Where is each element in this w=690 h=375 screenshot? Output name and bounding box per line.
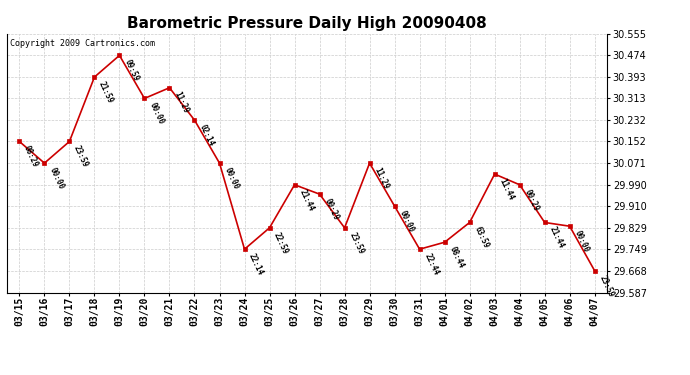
Text: 22:59: 22:59 [273,231,290,255]
Text: 08:29: 08:29 [22,144,40,169]
Text: 00:00: 00:00 [47,166,65,190]
Text: Copyright 2009 Cartronics.com: Copyright 2009 Cartronics.com [10,39,155,48]
Text: 23:59: 23:59 [347,231,365,255]
Text: 00:29: 00:29 [322,197,340,222]
Text: 09:59: 09:59 [122,58,140,83]
Text: 22:14: 22:14 [247,252,265,277]
Text: 21:44: 21:44 [547,225,565,250]
Text: 11:29: 11:29 [172,90,190,115]
Text: 63:59: 63:59 [473,225,491,250]
Text: 00:00: 00:00 [222,166,240,190]
Text: 11:44: 11:44 [497,177,515,202]
Text: 22:44: 22:44 [422,252,440,277]
Text: 00:00: 00:00 [573,229,591,254]
Text: 21:44: 21:44 [297,188,315,212]
Text: 23:59: 23:59 [598,274,615,298]
Text: 11:29: 11:29 [373,166,391,190]
Title: Barometric Pressure Daily High 20090408: Barometric Pressure Daily High 20090408 [127,16,487,31]
Text: 00:00: 00:00 [147,101,165,126]
Text: 21:59: 21:59 [97,80,115,105]
Text: 00:00: 00:00 [397,209,415,234]
Text: 00:29: 00:29 [522,188,540,212]
Text: 02:14: 02:14 [197,123,215,148]
Text: 23:59: 23:59 [72,144,90,169]
Text: 08:44: 08:44 [447,245,465,270]
